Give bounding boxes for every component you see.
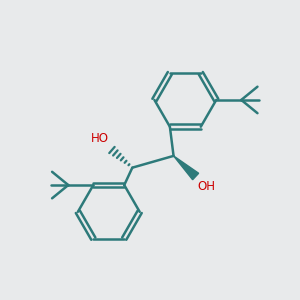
- Text: OH: OH: [197, 180, 215, 193]
- Text: HO: HO: [91, 132, 109, 145]
- Polygon shape: [174, 156, 199, 180]
